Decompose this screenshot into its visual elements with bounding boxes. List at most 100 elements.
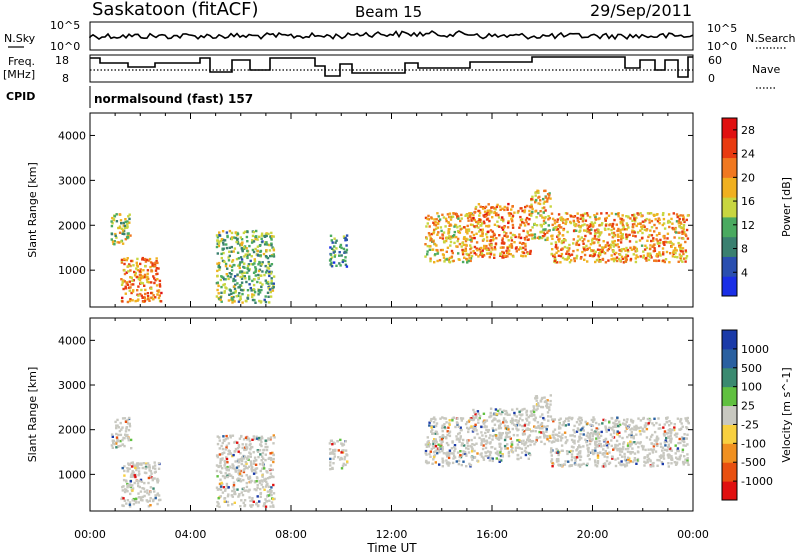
data-cell [679, 248, 682, 251]
data-cell [551, 223, 554, 227]
data-cell [616, 447, 619, 450]
data-cell [136, 289, 139, 292]
data-cell [473, 245, 477, 249]
data-cell [634, 428, 638, 431]
data-cell [645, 217, 648, 221]
data-cell [483, 425, 486, 429]
data-cell [687, 421, 690, 425]
data-cell [518, 413, 521, 416]
data-cell [497, 453, 500, 457]
data-cell [243, 262, 246, 265]
data-cell [506, 443, 509, 446]
data-cell [467, 430, 470, 434]
data-cell [225, 273, 228, 276]
data-cell [505, 434, 508, 437]
data-cell [467, 427, 470, 431]
data-cell [245, 462, 248, 465]
x-tick-label: 08:00 [275, 528, 307, 541]
data-cell [245, 447, 249, 450]
data-cell [511, 220, 514, 223]
data-cell [588, 458, 591, 461]
data-cell [611, 428, 614, 431]
data-cell [686, 416, 689, 420]
data-cell [551, 440, 555, 443]
data-cell [686, 453, 689, 456]
y-axis-label: Slant Range [km] [26, 162, 39, 258]
data-cell [532, 407, 536, 410]
data-cell [152, 275, 155, 278]
data-cell [489, 252, 493, 256]
data-cell [600, 212, 603, 215]
data-cell [578, 452, 582, 455]
data-cell [611, 236, 614, 239]
data-cell [126, 300, 130, 304]
data-cell [461, 242, 464, 245]
data-cell [226, 495, 230, 498]
data-cell [140, 462, 143, 465]
data-cell [682, 218, 685, 221]
data-cell [479, 228, 482, 232]
data-cell [153, 277, 156, 280]
data-cell [131, 473, 134, 476]
data-cell [155, 257, 158, 260]
data-cell [499, 426, 503, 430]
data-cell [642, 254, 645, 257]
data-cell [511, 419, 515, 422]
data-cell [223, 290, 226, 293]
data-cell [437, 219, 441, 223]
data-cell [482, 214, 485, 217]
data-cell [682, 226, 685, 229]
data-cell [509, 231, 512, 235]
data-cell [610, 416, 613, 420]
data-cell [232, 277, 235, 281]
data-cell [150, 476, 153, 479]
beam-title: Beam 15 [355, 3, 422, 21]
data-cell [468, 215, 472, 218]
data-cell [135, 267, 138, 270]
data-cell [110, 224, 114, 228]
data-cell [126, 467, 129, 470]
data-cell [255, 229, 258, 233]
data-cell [221, 447, 225, 451]
data-cell [567, 460, 570, 463]
data-cell [495, 452, 499, 455]
data-cell [540, 431, 543, 434]
data-cell [449, 235, 453, 238]
data-cell [329, 457, 332, 461]
data-cell [546, 193, 550, 196]
data-cell [555, 247, 559, 250]
data-cell [506, 208, 509, 211]
data-cell [579, 225, 582, 228]
data-cell [565, 417, 568, 420]
data-cell [607, 244, 610, 247]
data-cell [524, 205, 527, 209]
data-cell [662, 451, 665, 455]
data-cell [470, 246, 473, 249]
data-cell [122, 287, 125, 291]
data-cell [624, 447, 627, 451]
data-cell [498, 442, 501, 446]
data-cell [656, 242, 660, 245]
data-cell [521, 424, 524, 428]
data-cell [582, 425, 585, 429]
data-cell [132, 502, 136, 506]
data-cell [650, 256, 653, 259]
data-cell [124, 430, 128, 433]
data-cell [634, 459, 638, 462]
data-cell [234, 289, 237, 293]
x-tick-label: 00:00 [74, 528, 106, 541]
data-cell [216, 288, 219, 292]
data-cell [132, 471, 135, 474]
data-cell [534, 426, 537, 429]
data-cell [458, 438, 461, 442]
data-cell [539, 199, 542, 202]
data-cell [654, 218, 657, 221]
data-cell [673, 461, 676, 464]
data-cell [469, 418, 472, 421]
data-cell [250, 479, 253, 483]
data-cell [146, 269, 150, 272]
data-cell [426, 436, 429, 439]
data-cell [633, 246, 636, 249]
data-cell [535, 437, 538, 440]
data-cell [562, 221, 565, 224]
